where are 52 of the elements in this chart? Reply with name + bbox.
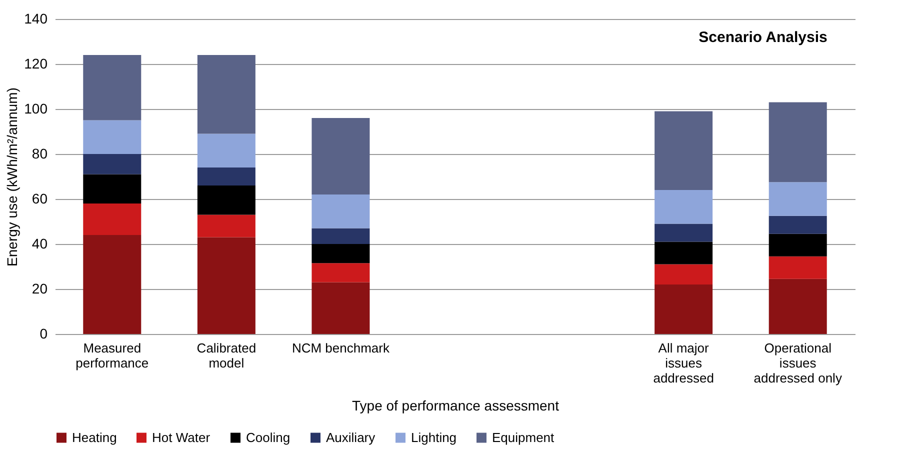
bar	[654, 111, 713, 190]
bar	[768, 234, 827, 256]
bar	[654, 242, 713, 264]
bar	[197, 214, 256, 238]
annotation: Scenario Analysis	[698, 29, 828, 46]
bar	[654, 224, 713, 242]
bar	[312, 228, 370, 244]
y-tick-label: 20	[32, 280, 48, 296]
bar	[83, 235, 142, 334]
bar	[312, 244, 370, 264]
bar	[312, 194, 370, 228]
bar	[768, 182, 827, 216]
y-tick-label: 60	[32, 190, 48, 206]
bar	[197, 186, 256, 215]
bar	[654, 264, 713, 284]
legend-label: Hot Water	[152, 430, 211, 445]
bar	[312, 118, 370, 194]
y-tick-label: 40	[32, 236, 48, 252]
y-tick-label: 0	[40, 326, 48, 342]
bar	[197, 168, 256, 186]
y-tick-label: 140	[24, 10, 48, 26]
bar	[768, 256, 827, 279]
x-tick-label: Calibrated model	[196, 340, 256, 370]
bar	[83, 154, 142, 174]
x-tick-label: Measured performance	[76, 340, 149, 370]
bar	[768, 216, 827, 234]
x-tick-label: NCM benchmark	[292, 340, 390, 356]
bar	[654, 190, 713, 224]
bar	[197, 55, 256, 134]
bar	[197, 237, 256, 334]
y-axis-title: Energy use (kWh/m²/annum)	[4, 88, 20, 266]
legend-label: Auxiliary	[326, 430, 376, 445]
legend-label: Cooling	[246, 430, 290, 445]
bar	[654, 284, 713, 334]
y-tick-label: 80	[32, 146, 48, 162]
legend-label: Lighting	[411, 430, 457, 445]
legend-label: Heating	[72, 430, 117, 445]
y-tick-label: 100	[24, 100, 48, 116]
bar	[83, 204, 142, 235]
legend-label: Equipment	[492, 430, 555, 445]
bar	[768, 102, 827, 182]
x-tick-label: All major issues addressed	[653, 340, 714, 386]
bar	[312, 263, 370, 282]
bar	[83, 174, 142, 204]
bar	[312, 282, 370, 334]
bar	[768, 278, 827, 334]
bar	[83, 55, 142, 120]
bar	[197, 134, 256, 168]
x-tick-label: Operational issues addressed only	[754, 340, 842, 386]
x-axis-title: Type of performance assessment	[352, 398, 560, 414]
y-tick-label: 120	[24, 56, 48, 72]
bar	[83, 120, 142, 154]
